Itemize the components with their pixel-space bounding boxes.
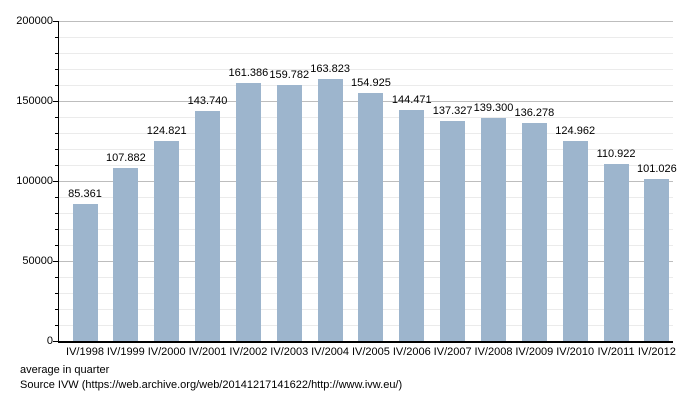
- x-axis-label: IV/2007: [433, 346, 472, 358]
- y-axis-tick: [55, 325, 59, 326]
- x-axis-label: IV/2010: [556, 346, 595, 358]
- bar: [603, 163, 629, 341]
- bar: [72, 204, 98, 341]
- bar-value-label: 163.823: [310, 62, 350, 75]
- bar-value-label: 144.471: [391, 93, 432, 106]
- x-axis-label: IV/2009: [515, 346, 554, 358]
- y-axis-tick: [55, 213, 59, 214]
- x-axis-label: IV/2006: [392, 346, 431, 358]
- bar-value-label: 154.925: [351, 77, 391, 90]
- x-axis-label: IV/2004: [311, 346, 350, 358]
- bar-value-label: 124.962: [555, 125, 596, 138]
- y-axis-label: 150000: [16, 95, 53, 107]
- y-minor-gridline: [59, 37, 673, 38]
- x-axis-label: IV/2000: [147, 346, 186, 358]
- y-axis-tick: [53, 341, 59, 342]
- y-axis-label: 100000: [16, 175, 53, 187]
- bar: [399, 109, 425, 341]
- y-axis-tick: [55, 53, 59, 54]
- y-axis-tick: [55, 117, 59, 118]
- y-minor-gridline: [59, 69, 673, 70]
- x-axis-label: IV/2001: [188, 346, 227, 358]
- plot-area: 0 50000 100000 150000 200000 85.361 IV/1998 107…: [16, 15, 676, 358]
- y-major-gridline: [59, 21, 673, 22]
- x-axis-label: IV/2005: [351, 346, 390, 358]
- x-axis-label: IV/2012: [637, 346, 676, 358]
- y-axis-tick: [55, 277, 59, 278]
- y-axis-tick: [55, 149, 59, 150]
- bar-value-label: 139.300: [473, 102, 514, 115]
- y-axis-label: 0: [46, 335, 53, 347]
- y-axis-tick: [55, 293, 59, 294]
- bar-value-label: 85.361: [68, 188, 102, 201]
- x-axis-label: IV/2002: [229, 346, 268, 358]
- y-axis-label: 200000: [16, 15, 53, 27]
- y-axis-tick: [55, 69, 59, 70]
- x-axis-label: IV/1999: [106, 346, 145, 358]
- chart-caption: average in quarter: [20, 364, 110, 376]
- y-axis-tick: [55, 133, 59, 134]
- bar: [235, 82, 261, 341]
- y-axis-tick: [55, 229, 59, 230]
- y-axis-tick: [53, 21, 59, 22]
- bar: [317, 78, 343, 341]
- chart-footer: average in quarter Source IVW (https://w…: [20, 363, 402, 393]
- bar-value-label: 159.782: [269, 69, 310, 82]
- y-axis-tick: [53, 101, 59, 102]
- x-axis-label: IV/2008: [474, 346, 513, 358]
- bar: [113, 168, 139, 341]
- bar: [154, 141, 180, 341]
- bar: [562, 141, 588, 341]
- x-axis-label: IV/2011: [597, 346, 635, 358]
- x-axis-label: IV/1998: [66, 346, 104, 358]
- y-axis-label: 50000: [22, 255, 53, 267]
- y-axis-tick: [55, 165, 59, 166]
- bar-value-label: 107.882: [105, 152, 146, 165]
- bar: [195, 111, 221, 341]
- y-axis-tick: [53, 261, 59, 262]
- bar: [358, 93, 384, 341]
- bar: [521, 122, 547, 341]
- bar-value-label: 161.386: [228, 66, 269, 79]
- y-axis-tick: [55, 309, 59, 310]
- y-minor-gridline: [59, 53, 673, 54]
- bar-value-label: 101.026: [637, 163, 677, 176]
- bar: [440, 121, 466, 341]
- y-axis-tick: [55, 197, 59, 198]
- y-axis-tick: [55, 245, 59, 246]
- bar-value-label: 110.922: [596, 147, 636, 160]
- bar: [481, 118, 506, 341]
- y-minor-gridline: [59, 85, 673, 86]
- y-axis-tick: [55, 85, 59, 86]
- y-axis-tick: [55, 37, 59, 38]
- bar: [276, 85, 302, 341]
- x-axis-label: IV/2003: [270, 346, 309, 358]
- bar-value-label: 136.278: [514, 106, 555, 119]
- y-axis-tick: [53, 181, 59, 182]
- bar: [644, 179, 670, 341]
- chart-source: Source IVW (https://web.archive.org/web/…: [20, 379, 403, 391]
- bar-value-label: 124.821: [146, 125, 187, 138]
- bar-value-label: 143.740: [187, 95, 228, 108]
- bar-value-label: 137.327: [432, 105, 473, 118]
